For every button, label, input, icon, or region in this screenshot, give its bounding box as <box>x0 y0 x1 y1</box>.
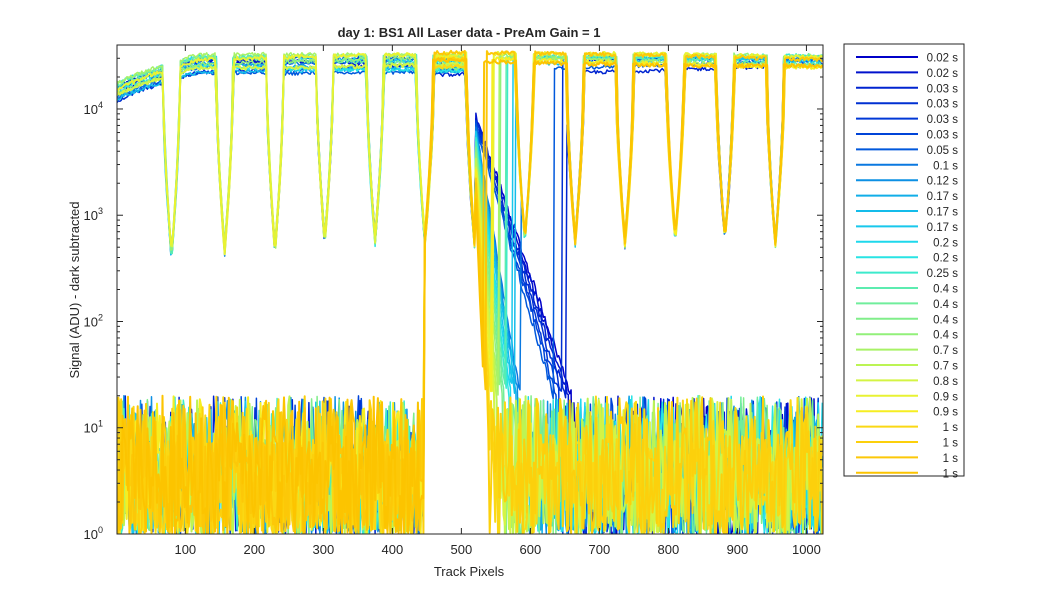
legend-label: 0.1 s <box>933 160 958 172</box>
legend-label: 0.2 s <box>933 253 958 265</box>
y-tick-label-exponent: 2 <box>98 312 103 322</box>
y-tick-label-base: 10 <box>84 314 98 329</box>
x-tick-label: 600 <box>520 542 542 557</box>
legend-box <box>843 43 965 477</box>
legend-label: 0.17 s <box>927 222 959 234</box>
x-tick-label: 300 <box>312 542 334 557</box>
y-tick-label: 101 <box>84 419 103 436</box>
legend-label: 0.17 s <box>927 207 959 219</box>
legend-label: 0.7 s <box>933 361 958 373</box>
legend-label: 1 s <box>943 422 959 434</box>
legend-label: 0.05 s <box>927 145 959 157</box>
y-tick-label-exponent: 1 <box>98 419 103 429</box>
y-tick-label-base: 10 <box>84 102 98 117</box>
legend-label: 0.2 s <box>933 237 958 249</box>
x-axis-label: Track Pixels <box>434 564 505 579</box>
legend-label: 0.4 s <box>933 299 958 311</box>
series-layer <box>117 49 823 534</box>
y-tick-label-base: 10 <box>84 208 98 223</box>
legend-label: 0.25 s <box>927 268 959 280</box>
x-tick-label: 700 <box>589 542 611 557</box>
x-tick-label: 900 <box>727 542 749 557</box>
y-tick-label-base: 10 <box>84 527 98 542</box>
legend: 0.02 s 0.02 s 0.03 s 0.03 s 0.03 s 0.03 s 0.05… <box>856 53 959 480</box>
x-tick-label: 1000 <box>792 542 821 557</box>
x-tick-label: 800 <box>658 542 680 557</box>
legend-label: 0.9 s <box>933 391 958 403</box>
y-tick-label-exponent: 4 <box>98 100 103 110</box>
legend-label: 0.03 s <box>927 99 959 111</box>
legend-label: 1 s <box>943 468 959 480</box>
chart-title: day 1: BS1 All Laser data - PreAm Gain =… <box>338 25 601 40</box>
x-tick-label: 200 <box>243 542 265 557</box>
legend-label: 0.03 s <box>927 83 959 95</box>
series-line <box>117 57 823 534</box>
y-tick-label: 103 <box>84 206 103 223</box>
y-tick-label: 104 <box>84 100 103 117</box>
legend-label: 0.17 s <box>927 191 959 203</box>
legend-label: 0.4 s <box>933 284 958 296</box>
y-tick-label-exponent: 3 <box>98 206 103 216</box>
legend-label: 0.02 s <box>927 53 959 65</box>
legend-label: 0.8 s <box>933 376 958 388</box>
legend-label: 0.12 s <box>927 176 959 188</box>
legend-label: 0.02 s <box>927 68 959 80</box>
legend-label: 0.7 s <box>933 345 958 357</box>
legend-label: 0.03 s <box>927 130 959 142</box>
legend-label: 1 s <box>943 438 959 450</box>
x-tick-label: 100 <box>174 542 196 557</box>
legend-label: 0.9 s <box>933 407 958 419</box>
y-tick-label-base: 10 <box>84 421 98 436</box>
legend-label: 0.4 s <box>933 314 958 326</box>
x-tick-label: 500 <box>451 542 473 557</box>
axis-layer: 100 200 300 400 500 600 700 800 900 1000100101102… <box>84 44 823 557</box>
legend-label: 0.4 s <box>933 330 958 342</box>
legend-label: 1 s <box>943 453 959 465</box>
y-tick-label: 102 <box>84 312 103 329</box>
x-tick-label: 400 <box>382 542 404 557</box>
y-tick-label-exponent: 0 <box>98 525 103 535</box>
legend-label: 0.03 s <box>927 114 959 126</box>
y-axis-label: Signal (ADU) - dark subtracted <box>67 201 82 378</box>
y-tick-label: 100 <box>84 525 103 542</box>
